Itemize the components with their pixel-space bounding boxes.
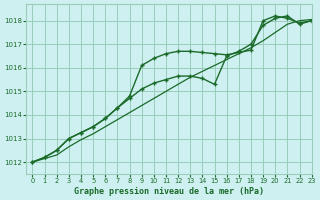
X-axis label: Graphe pression niveau de la mer (hPa): Graphe pression niveau de la mer (hPa)	[74, 187, 264, 196]
